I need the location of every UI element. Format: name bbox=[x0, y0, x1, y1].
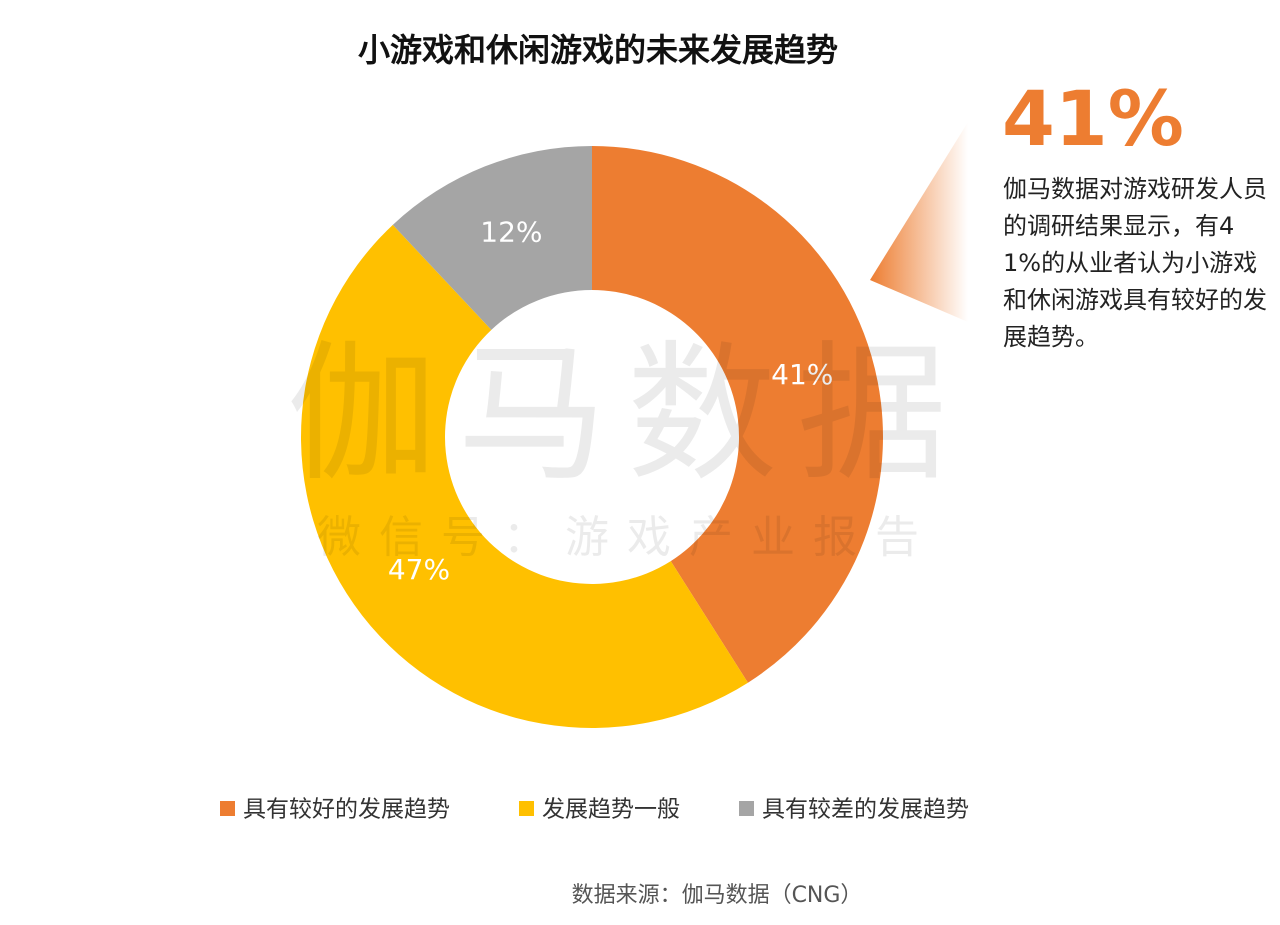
legend-label: 发展趋势一般 bbox=[542, 797, 680, 823]
data-label: 47% bbox=[388, 553, 450, 586]
legend-swatch bbox=[220, 801, 235, 816]
watermark: 伽马数据 bbox=[287, 328, 967, 502]
callout-pointer bbox=[870, 122, 968, 322]
legend-swatch bbox=[519, 801, 534, 816]
source: 数据来源：伽马数据（CNG） bbox=[572, 883, 863, 908]
chart-title: 小游戏和休闲游戏的未来发展趋势 bbox=[358, 31, 838, 69]
legend-swatch bbox=[739, 801, 754, 816]
legend-label: 具有较差的发展趋势 bbox=[762, 797, 969, 823]
callout-text: 伽马数据对游戏研发人员的调研结果显示，有41%的从业者认为小游戏和休闲游戏具有较… bbox=[1003, 175, 1267, 351]
data-label: 41% bbox=[771, 358, 833, 391]
slice bbox=[592, 146, 883, 683]
data-label: 12% bbox=[480, 215, 542, 248]
slice bbox=[301, 224, 748, 728]
callout-value: 41% bbox=[1002, 74, 1184, 163]
watermark: 微信号：游戏产业报告 bbox=[317, 512, 937, 563]
slice bbox=[392, 146, 592, 330]
legend-label: 具有较好的发展趋势 bbox=[243, 797, 450, 823]
